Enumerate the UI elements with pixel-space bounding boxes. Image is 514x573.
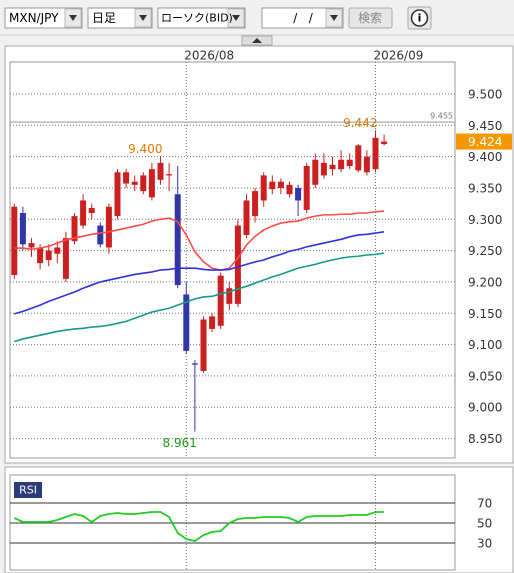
y-tick-label: 9.050: [468, 369, 502, 383]
candle-body: [123, 172, 130, 184]
dropdown-arrow: [330, 15, 338, 21]
candle-body: [295, 187, 302, 201]
y-tick-label: 50: [477, 517, 492, 531]
collapse-arrow: [252, 38, 262, 43]
extreme-label: 9.442: [343, 116, 377, 130]
y-tick-label: 9.350: [468, 181, 502, 195]
candle-body: [372, 137, 379, 170]
y-tick-label: 30: [477, 537, 492, 551]
moving-average-line: [14, 210, 385, 271]
y-tick-label: 70: [477, 497, 492, 511]
y-tick-label: 9.200: [468, 275, 502, 289]
info-icon: [410, 9, 429, 27]
plot-area: [9, 61, 456, 459]
y-tick-label: 9.150: [468, 307, 502, 321]
x-tick-label: 2026/09: [374, 49, 424, 63]
reference-label: 9.455: [430, 112, 453, 121]
candle-body: [252, 191, 259, 217]
extreme-label: 9.400: [128, 142, 162, 156]
candle-body: [62, 238, 69, 279]
y-tick-label: 9.500: [468, 87, 502, 101]
candle-body: [243, 200, 250, 235]
candle-body: [166, 174, 173, 176]
y-tick-label: 9.400: [468, 150, 502, 164]
candle-body: [286, 184, 293, 195]
candle-body: [269, 181, 276, 190]
y-tick-label: 8.950: [468, 432, 502, 446]
candle-body: [303, 166, 310, 210]
candle-body: [97, 225, 104, 245]
pair-label: MXN/JPY: [9, 11, 59, 25]
date-label: / /: [293, 11, 313, 25]
candle-body: [131, 181, 138, 185]
candle-body: [226, 288, 233, 304]
candle-body: [234, 225, 241, 304]
candle-body: [346, 159, 353, 167]
moving-average-line: [14, 231, 385, 315]
candle-body: [260, 175, 267, 201]
chart-kind-label: ローソク(BID): [161, 12, 233, 25]
candle-body: [209, 316, 216, 329]
y-tick-label: 9.450: [468, 119, 502, 133]
y-tick-label: 9.100: [468, 338, 502, 352]
search-button[interactable]: [348, 7, 393, 29]
candle-body: [200, 319, 207, 371]
y-tick-label: 9.250: [468, 244, 502, 258]
candle-body: [183, 294, 190, 351]
candle-body: [54, 247, 61, 254]
candle-body: [191, 363, 198, 365]
candle-body: [148, 169, 155, 198]
candle-body: [363, 156, 370, 173]
candle-body: [217, 275, 224, 326]
candle-body: [88, 207, 95, 214]
candle-body: [11, 206, 18, 276]
candle-body: [28, 243, 35, 248]
candle-body: [355, 145, 362, 171]
extreme-label: 8.961: [163, 436, 197, 450]
candle-body: [37, 247, 44, 264]
candle-body: [45, 250, 52, 260]
candle-body: [174, 194, 181, 286]
x-tick-label: 2026/08: [184, 49, 234, 63]
candle-body: [312, 159, 319, 185]
candle-body: [157, 162, 164, 180]
candle-body: [105, 206, 112, 248]
toolbar: MXN/JPY 日足 ローソク(BID) / / 検索 i: [4, 6, 432, 30]
info-icon-letter: i: [418, 12, 422, 25]
dropdown-arrow: [232, 15, 240, 21]
rsi-badge: [14, 482, 42, 498]
candle-body: [381, 141, 388, 145]
candle-body: [320, 162, 327, 176]
moving-average-line: [14, 252, 385, 343]
interval-label: 日足: [92, 11, 116, 25]
candle-body: [329, 164, 336, 170]
date-input[interactable]: [261, 7, 344, 29]
rsi-line: [13, 511, 385, 542]
candle-body: [140, 175, 147, 192]
candle-body: [19, 213, 26, 245]
last-price-box: [456, 133, 512, 150]
chart-kind-select[interactable]: [157, 7, 246, 29]
y-tick-label: 9.300: [468, 213, 502, 227]
rsi-label: RSI: [19, 484, 37, 497]
dropdown-arrow: [139, 15, 147, 21]
candle-body: [71, 216, 78, 242]
last-price-label: 9.424: [468, 135, 502, 149]
dropdown-arrow: [69, 15, 77, 21]
candle-body: [80, 200, 87, 226]
candle-body: [114, 172, 121, 217]
candle-body: [338, 159, 345, 170]
candle-body: [277, 181, 284, 188]
y-tick-label: 9.000: [468, 401, 502, 415]
search-label: 検索: [358, 11, 382, 25]
pair-select[interactable]: [4, 7, 83, 29]
